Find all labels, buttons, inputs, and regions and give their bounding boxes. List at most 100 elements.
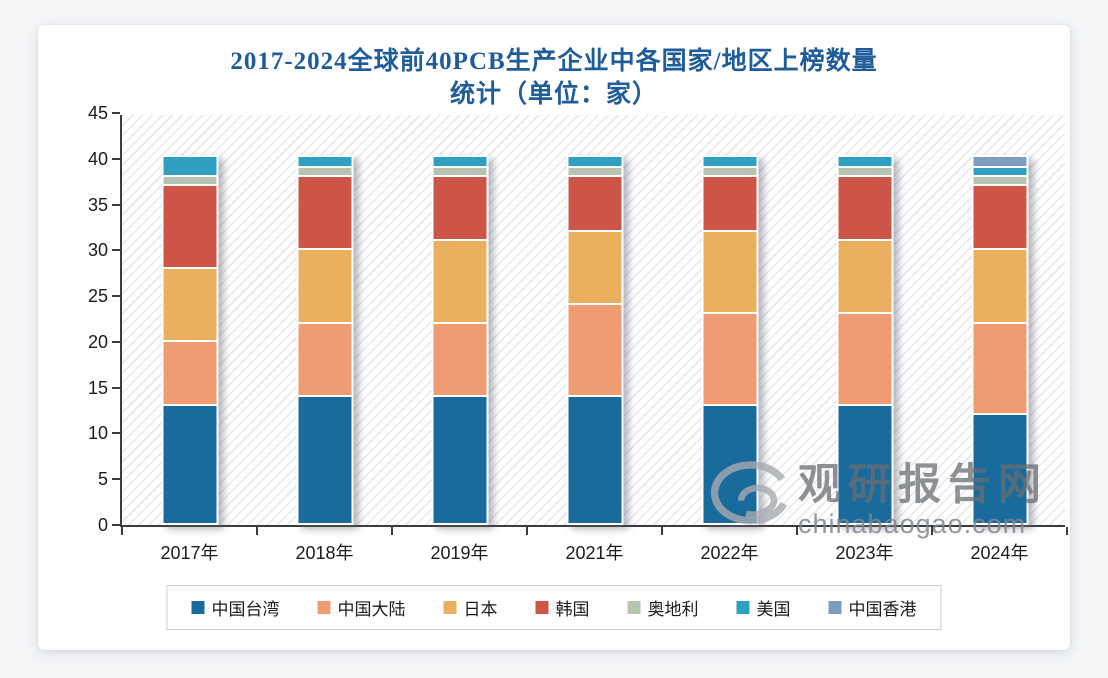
y-tick-label: 0: [97, 515, 108, 535]
x-category-label-2023年: 2023年: [835, 543, 894, 563]
chart-title-line1: 2017-2024全球前40PCB生产企业中各国家/地区上榜数量: [230, 48, 878, 75]
bar-segment-美国[interactable]: [163, 156, 216, 176]
stacked-bar-2019年[interactable]: [431, 154, 488, 525]
bar-segment-奥地利[interactable]: [703, 165, 756, 176]
stacked-bar-2017年[interactable]: [161, 154, 218, 525]
bar-segment-中国大陆[interactable]: [433, 321, 486, 395]
bar-segment-奥地利[interactable]: [163, 175, 216, 185]
x-tick-mark: [256, 527, 258, 535]
x-category-label-2018年: 2018年: [295, 543, 354, 563]
legend-item-中国台湾[interactable]: 中国台湾: [191, 595, 280, 620]
y-tick-label: 5: [97, 469, 108, 490]
legend-swatch-icon: [443, 601, 457, 614]
y-tick-mark: [112, 295, 120, 298]
bar-segment-中国台湾[interactable]: [568, 394, 621, 523]
bar-segment-日本[interactable]: [838, 239, 891, 313]
y-tick-mark: [112, 524, 120, 526]
bar-segment-奥地利[interactable]: [568, 165, 621, 176]
bar-segment-中国大陆[interactable]: [298, 321, 351, 395]
bar-segment-日本[interactable]: [973, 248, 1026, 322]
x-tick-mark: [931, 527, 933, 535]
y-tick-mark: [112, 112, 120, 114]
stacked-bar-2023年[interactable]: [836, 154, 893, 525]
bar-segment-韩国[interactable]: [163, 184, 216, 267]
bar-segment-美国[interactable]: [703, 156, 756, 166]
bar-segment-中国香港[interactable]: [973, 156, 1026, 166]
y-tick-mark: [112, 478, 120, 481]
chart-title-line2: 统计（单位：家）: [449, 81, 658, 108]
plot-area: 0 5 10 15 20 25 30 35 40 45 2017年 2018年 2019年 2021年 2…: [88, 103, 1068, 563]
legend-swatch-icon: [535, 601, 549, 614]
legend-swatch-icon: [828, 601, 842, 614]
x-tick-mark: [796, 527, 798, 535]
legend-label: 美国: [756, 600, 791, 619]
legend-swatch-icon: [627, 601, 641, 614]
y-tick-label: 30: [87, 240, 108, 261]
legend-item-美国[interactable]: 美国: [736, 595, 791, 620]
bar-segment-中国台湾[interactable]: [838, 403, 891, 523]
bar-segment-中国大陆[interactable]: [568, 303, 621, 395]
legend-item-奥地利[interactable]: 奥地利: [627, 595, 699, 620]
stacked-bar-2022年[interactable]: [701, 154, 758, 525]
x-tick-mark: [121, 527, 123, 535]
bar-segment-中国大陆[interactable]: [973, 321, 1026, 414]
bar-segment-韩国[interactable]: [703, 175, 756, 231]
y-tick-mark: [112, 203, 120, 206]
x-category-label-2022年: 2022年: [700, 543, 759, 563]
bar-segment-韩国[interactable]: [298, 175, 351, 249]
bar-segment-日本[interactable]: [433, 239, 486, 322]
y-tick-label: 40: [87, 148, 108, 169]
x-tick-mark: [661, 527, 663, 535]
y-tick-label: 10: [87, 423, 108, 444]
bar-segment-美国[interactable]: [568, 156, 621, 166]
bar-segment-美国[interactable]: [838, 156, 891, 166]
x-category-label-2021年: 2021年: [565, 543, 624, 563]
bar-segment-日本[interactable]: [568, 230, 621, 304]
bar-segment-中国台湾[interactable]: [298, 394, 351, 523]
bar-segment-奥地利[interactable]: [973, 175, 1026, 185]
bar-segment-奥地利[interactable]: [298, 165, 351, 176]
bar-segment-美国[interactable]: [433, 156, 486, 166]
bar-segment-中国台湾[interactable]: [973, 413, 1026, 523]
legend-label: 中国香港: [848, 600, 917, 619]
legend-label: 韩国: [555, 600, 590, 619]
legend-item-中国香港[interactable]: 中国香港: [828, 595, 917, 620]
bar-segment-美国[interactable]: [298, 156, 351, 166]
bar-segment-奥地利[interactable]: [838, 165, 891, 176]
x-tick-mark: [1066, 527, 1068, 535]
bar-segment-日本[interactable]: [703, 230, 756, 313]
y-tick-mark: [112, 386, 120, 389]
legend-label: 中国大陆: [337, 600, 406, 619]
legend-label: 奥地利: [647, 600, 699, 619]
bar-segment-中国台湾[interactable]: [703, 403, 756, 523]
y-tick-mark: [112, 249, 120, 252]
y-tick-mark: [112, 432, 120, 435]
stacked-bar-2021年[interactable]: [566, 154, 623, 525]
legend-label: 中国台湾: [211, 600, 280, 619]
legend-item-日本[interactable]: 日本: [443, 595, 498, 620]
bar-segment-中国台湾[interactable]: [433, 394, 486, 523]
legend-swatch-icon: [736, 601, 750, 614]
bar-segment-韩国[interactable]: [838, 175, 891, 240]
y-tick-label: 20: [87, 331, 108, 352]
legend-swatch-icon: [317, 601, 331, 614]
bar-segment-中国大陆[interactable]: [703, 312, 756, 404]
y-tick-label: 15: [87, 377, 108, 398]
legend-item-中国大陆[interactable]: 中国大陆: [317, 595, 406, 620]
stacked-bar-2024年[interactable]: [971, 154, 1028, 525]
bar-segment-美国[interactable]: [973, 166, 1026, 176]
y-tick-mark: [112, 157, 120, 160]
bar-segment-中国台湾[interactable]: [163, 403, 216, 523]
bar-segment-韩国[interactable]: [568, 175, 621, 231]
bar-segment-日本[interactable]: [298, 248, 351, 322]
x-category-label-2019年: 2019年: [430, 543, 489, 563]
x-tick-mark: [526, 527, 528, 535]
bar-segment-韩国[interactable]: [973, 184, 1026, 249]
legend-item-韩国[interactable]: 韩国: [535, 595, 590, 620]
bar-segment-中国大陆[interactable]: [838, 312, 891, 404]
bar-segment-韩国[interactable]: [433, 175, 486, 240]
bar-segment-中国大陆[interactable]: [163, 339, 216, 404]
bar-segment-日本[interactable]: [163, 266, 216, 340]
bar-segment-奥地利[interactable]: [433, 165, 486, 176]
stacked-bar-2018年[interactable]: [296, 154, 353, 525]
